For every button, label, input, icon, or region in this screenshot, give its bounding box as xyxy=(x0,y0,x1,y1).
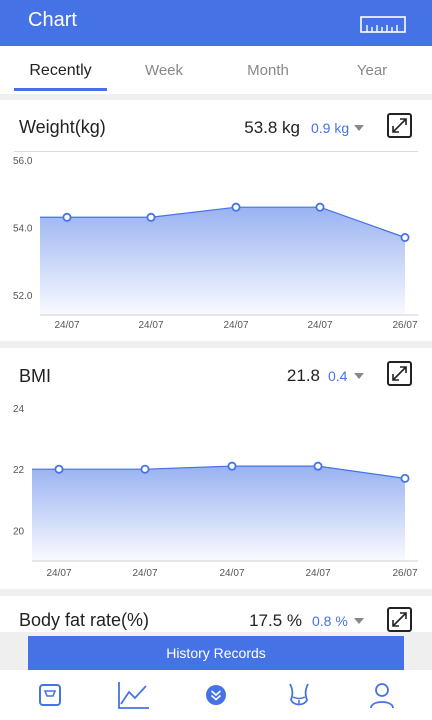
history-records-button[interactable]: History Records xyxy=(28,636,404,670)
weight-title: Weight(kg) xyxy=(19,117,106,137)
chevron-down-icon[interactable] xyxy=(354,373,364,379)
body-icon[interactable] xyxy=(282,680,316,710)
weight-chart: 56.0 54.0 52.0 24/07 24/07 24/07 24/07 26/07 xyxy=(13,156,418,331)
data-point[interactable] xyxy=(313,461,323,471)
x-tick-label: 24/07 xyxy=(138,320,163,331)
weight-card-header: Weight(kg) 53.8 kg 0.9 kg xyxy=(0,100,432,150)
x-tick-label: 24/07 xyxy=(46,568,71,579)
expand-icon[interactable] xyxy=(387,361,412,386)
bmi-delta: 0.4 xyxy=(328,368,348,384)
body-fat-delta: 0.8 % xyxy=(312,613,348,629)
series-area xyxy=(40,207,405,315)
trend-chart-icon[interactable] xyxy=(116,680,150,710)
data-point[interactable] xyxy=(140,464,150,474)
y-tick-label: 52.0 xyxy=(13,291,33,302)
chevron-down-icon[interactable] xyxy=(354,618,364,624)
bmi-card-header: BMI 21.8 0.4 xyxy=(0,348,432,398)
profile-icon[interactable] xyxy=(365,680,399,710)
x-tick-label: 24/07 xyxy=(305,568,330,579)
y-tick-label: 56.0 xyxy=(13,156,33,167)
x-tick-label: 26/07 xyxy=(392,568,417,579)
series-area xyxy=(32,466,405,561)
body-fat-card-header: Body fat rate(%) 17.5 % 0.8 % xyxy=(0,596,432,632)
x-tick-label: 24/07 xyxy=(132,568,157,579)
weight-value: 53.8 kg xyxy=(244,118,300,137)
x-tick-label: 24/07 xyxy=(219,568,244,579)
data-point[interactable] xyxy=(315,202,325,212)
data-point[interactable] xyxy=(400,473,410,483)
data-point[interactable] xyxy=(227,461,237,471)
x-tick-label: 24/07 xyxy=(307,320,332,331)
tab-week[interactable]: Week xyxy=(144,62,184,79)
y-tick-label: 22 xyxy=(13,465,25,476)
data-point[interactable] xyxy=(400,233,410,243)
scale-icon[interactable] xyxy=(33,680,67,710)
chevron-down-icon[interactable] xyxy=(354,125,364,131)
page-title: Chart xyxy=(28,9,77,31)
data-point[interactable] xyxy=(62,212,72,222)
x-tick-label: 24/07 xyxy=(223,320,248,331)
data-point[interactable] xyxy=(146,212,156,222)
top-bar: Chart xyxy=(0,0,432,46)
weight-card: Weight(kg) 53.8 kg 0.9 kg 56.0 54.0 52.0 24… xyxy=(0,100,432,341)
tab-month[interactable]: Month xyxy=(247,62,289,79)
y-tick-label: 20 xyxy=(13,526,25,537)
tab-recently[interactable]: Recently xyxy=(29,62,92,79)
data-point[interactable] xyxy=(54,464,64,474)
period-tabs: Recently Week Month Year xyxy=(0,46,432,94)
ruler-icon[interactable] xyxy=(360,14,406,34)
body-fat-value: 17.5 % xyxy=(249,611,302,630)
data-point[interactable] xyxy=(231,202,241,212)
y-tick-label: 54.0 xyxy=(13,223,33,234)
body-fat-card: Body fat rate(%) 17.5 % 0.8 % xyxy=(0,596,432,632)
divider xyxy=(14,151,418,152)
bottom-nav xyxy=(0,670,432,720)
tab-year[interactable]: Year xyxy=(356,62,388,79)
measure-icon[interactable] xyxy=(199,680,233,710)
bmi-card: BMI 21.8 0.4 24 22 20 24/07 24/07 24/07 24/07 2… xyxy=(0,348,432,589)
x-tick-label: 26/07 xyxy=(392,320,417,331)
expand-icon[interactable] xyxy=(387,113,412,138)
x-tick-label: 24/07 xyxy=(54,320,79,331)
body-fat-title: Body fat rate(%) xyxy=(19,610,150,630)
active-tab-indicator xyxy=(14,88,107,91)
bmi-title: BMI xyxy=(19,366,52,386)
y-tick-label: 24 xyxy=(13,404,25,415)
series-line xyxy=(40,206,406,239)
bmi-value: 21.8 xyxy=(286,366,320,385)
series-line xyxy=(32,465,406,479)
bmi-chart: 24 22 20 24/07 24/07 24/07 24/07 26/07 xyxy=(13,404,418,579)
weight-delta: 0.9 kg xyxy=(311,120,350,136)
expand-icon[interactable] xyxy=(387,607,412,632)
